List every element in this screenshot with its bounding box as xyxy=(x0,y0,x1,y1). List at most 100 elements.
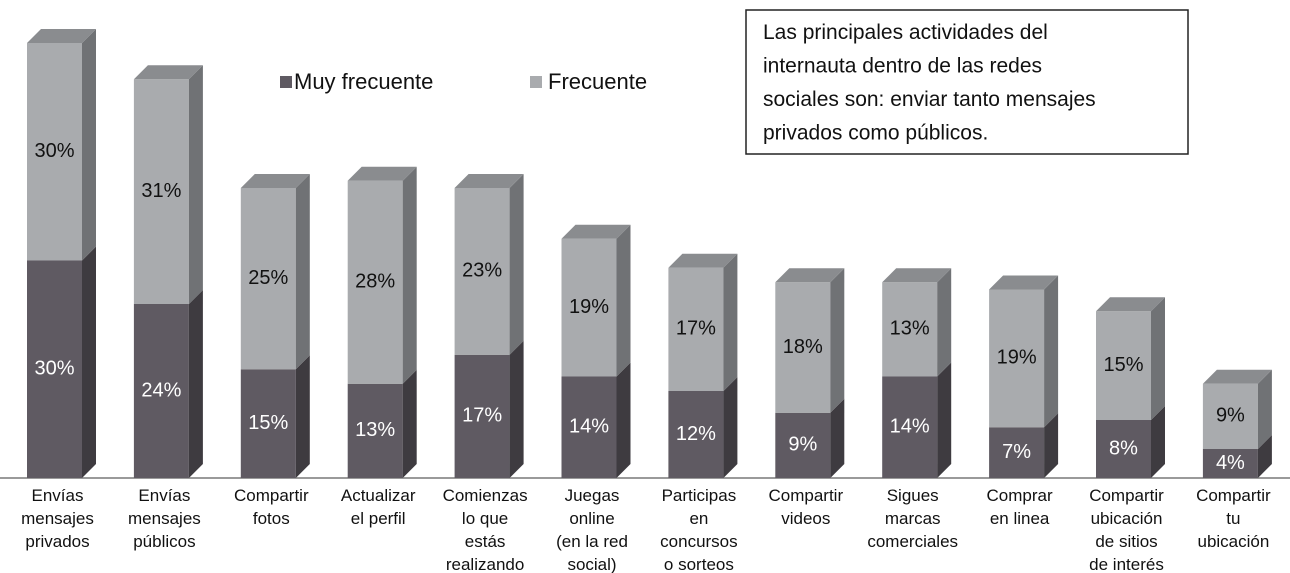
text-line: mensajes xyxy=(128,509,201,528)
x-tick-label: Compartir videos xyxy=(768,486,843,528)
text-line: de interés xyxy=(1089,555,1164,573)
text-line: sociales son: enviar tanto mensajes xyxy=(763,88,1096,111)
text-line: Juegas xyxy=(565,486,620,505)
bar-front xyxy=(240,188,296,370)
x-tick-label: Envías mensajes privados xyxy=(21,486,94,551)
bar-segment xyxy=(27,246,96,478)
text-line: online xyxy=(569,509,614,528)
bar-top xyxy=(240,174,310,188)
bar-segment xyxy=(133,65,203,304)
text-line: lo que xyxy=(462,509,508,528)
bar-segment xyxy=(668,377,738,478)
bar-side xyxy=(188,65,203,304)
bar-side xyxy=(723,377,738,478)
text-line: estás xyxy=(465,532,506,551)
text-line: videos xyxy=(781,509,830,528)
text-line: mensajes xyxy=(21,509,94,528)
bar-segment xyxy=(347,369,417,478)
bar-segment xyxy=(882,362,952,478)
bar-side xyxy=(82,246,96,478)
value-label: 31% xyxy=(141,180,181,202)
bar-front xyxy=(240,369,296,478)
legend-swatch xyxy=(280,76,292,88)
bar-front xyxy=(668,267,724,391)
text-line: Sigues xyxy=(887,486,939,505)
bar-segment xyxy=(1096,406,1165,478)
bar-side xyxy=(402,166,417,384)
text-line: tu xyxy=(1226,509,1240,528)
bar-front xyxy=(347,383,403,478)
x-tick-label: Compartir ubicación de sitios de interés xyxy=(1089,486,1164,573)
text-line: privados xyxy=(25,532,89,551)
bar-front xyxy=(989,289,1045,428)
bar-segment xyxy=(133,290,203,478)
text-line: en linea xyxy=(990,509,1050,528)
bar-side xyxy=(82,29,96,261)
bar-front xyxy=(1096,420,1151,478)
bar-side xyxy=(1257,435,1272,478)
bar-front xyxy=(561,238,617,377)
value-label: 9% xyxy=(1216,405,1245,427)
value-label: 8% xyxy=(1109,437,1138,459)
text-line: privados como públicos. xyxy=(763,121,988,144)
annotation: Las principales actividades del internaut… xyxy=(763,21,1096,145)
bar-side xyxy=(188,290,203,478)
bar-front xyxy=(1096,311,1151,420)
bar-top xyxy=(454,174,524,188)
bar-top xyxy=(1096,297,1165,312)
text-line: de sitios xyxy=(1095,532,1157,551)
bar-segment xyxy=(1096,297,1165,420)
bar-side xyxy=(937,268,952,377)
bar-segment xyxy=(561,224,631,377)
value-label: 14% xyxy=(890,416,930,438)
value-label: 25% xyxy=(248,267,288,289)
bar-segment xyxy=(454,174,524,355)
bar-front xyxy=(561,376,617,478)
value-label: 7% xyxy=(1002,441,1031,463)
x-tick-label: Compartir tu ubicación xyxy=(1196,486,1271,551)
value-label: 15% xyxy=(248,412,288,434)
value-label: 17% xyxy=(676,318,716,340)
text-line: Compartir xyxy=(1196,486,1271,505)
bar-top xyxy=(27,29,96,43)
value-label: 19% xyxy=(569,296,609,318)
bar-segment xyxy=(27,29,96,261)
text-line: fotos xyxy=(253,509,290,528)
bar-front xyxy=(27,43,82,261)
text-line: Compartir xyxy=(1089,486,1164,505)
text-line: o sorteos xyxy=(664,555,734,573)
value-label: 24% xyxy=(141,379,181,401)
bar-side xyxy=(723,253,738,391)
x-tick-label: Sigues marcas comerciales xyxy=(867,486,958,551)
text-line: en xyxy=(689,509,708,528)
text-line: comerciales xyxy=(867,532,958,551)
bar-top xyxy=(347,166,417,181)
value-label: 13% xyxy=(355,419,395,441)
bar-side xyxy=(616,362,631,478)
bar-side xyxy=(937,362,952,478)
legend-label: Muy frecuente xyxy=(294,69,433,94)
bar-segment xyxy=(240,355,310,478)
text-line: concursos xyxy=(660,532,737,551)
bar-segment xyxy=(454,340,524,478)
x-tick-label: Comienzas lo que estás realizando xyxy=(443,486,528,573)
value-label: 4% xyxy=(1216,452,1245,474)
bar-side xyxy=(830,398,845,478)
text-line: social) xyxy=(567,555,616,573)
bar-top xyxy=(882,268,952,283)
bar-segment xyxy=(989,413,1059,478)
bar-segment xyxy=(240,174,310,370)
text-line: internauta dentro de las redes xyxy=(763,54,1042,77)
bar-top xyxy=(989,275,1059,290)
value-label: 12% xyxy=(676,423,716,445)
value-label: 19% xyxy=(997,347,1037,369)
text-line: realizando xyxy=(446,555,524,573)
text-line: ubicación xyxy=(1197,532,1269,551)
bar-front xyxy=(775,412,831,478)
bar-segment xyxy=(347,166,417,384)
bar-segment xyxy=(561,362,631,478)
bar-side xyxy=(509,340,524,478)
value-label: 17% xyxy=(462,405,502,427)
text-line: marcas xyxy=(885,509,941,528)
bar-side xyxy=(295,174,310,370)
